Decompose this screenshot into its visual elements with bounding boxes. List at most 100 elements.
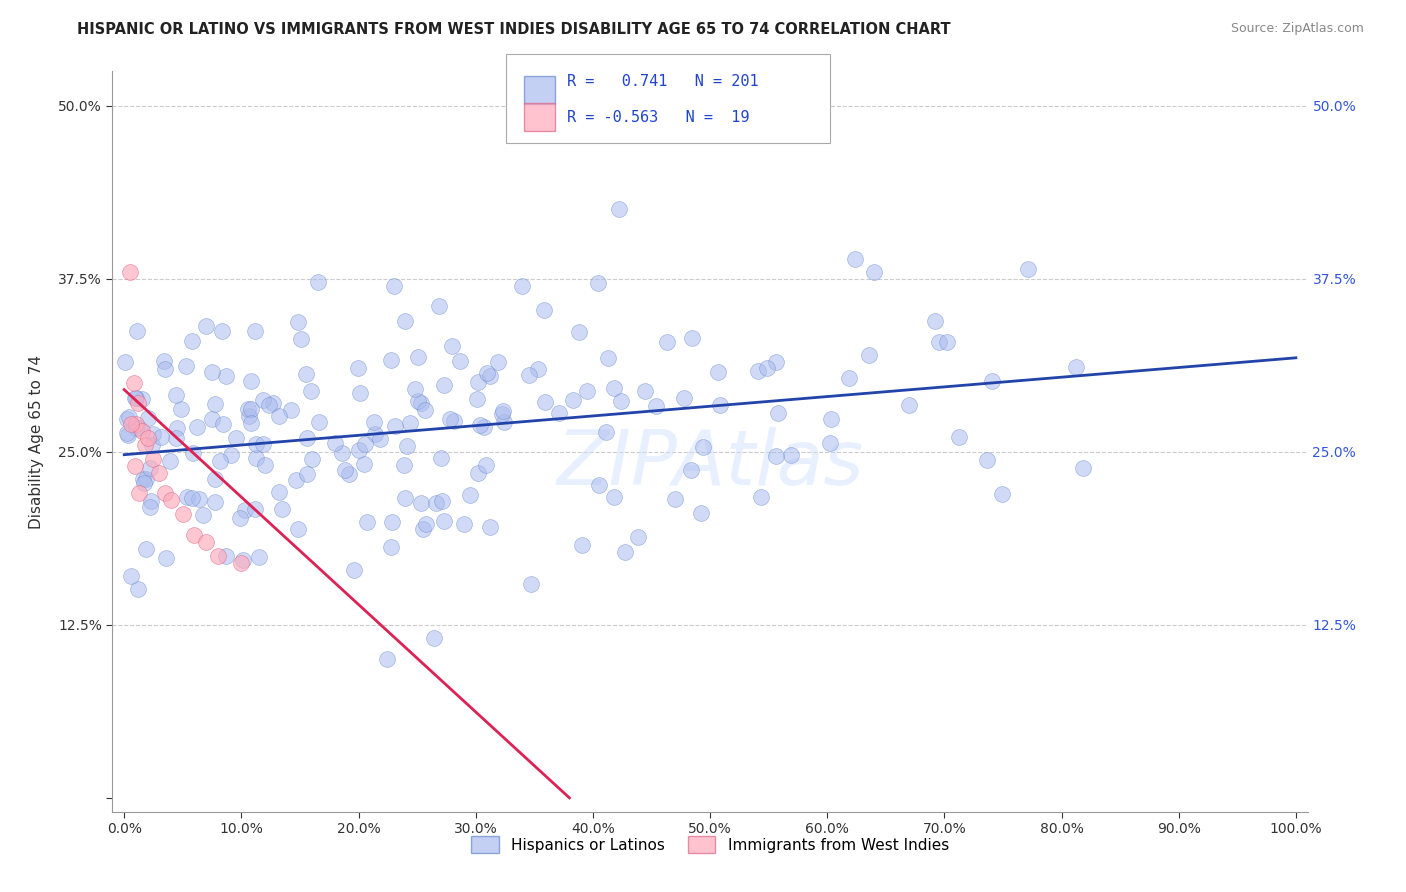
Point xyxy=(477,366,499,380)
Point xyxy=(124,458,146,473)
Point xyxy=(347,443,370,458)
Point xyxy=(433,514,456,528)
Point xyxy=(354,437,377,451)
Point xyxy=(115,412,138,426)
Point xyxy=(204,472,226,486)
Point xyxy=(114,355,136,369)
Point xyxy=(440,339,463,353)
Point xyxy=(862,265,884,279)
Point xyxy=(135,542,157,557)
Point xyxy=(948,430,970,444)
Point xyxy=(517,368,540,382)
Y-axis label: Disability Age 65 to 74: Disability Age 65 to 74 xyxy=(30,354,45,529)
Legend: Hispanics or Latinos, Immigrants from West Indies: Hispanics or Latinos, Immigrants from We… xyxy=(465,830,955,860)
Point xyxy=(219,448,242,462)
Point xyxy=(120,569,142,583)
Point xyxy=(166,420,188,434)
Point xyxy=(125,421,148,435)
Point xyxy=(603,490,626,504)
Point xyxy=(981,374,1004,388)
Point xyxy=(520,577,543,591)
Point xyxy=(380,541,402,555)
Text: ZIPAtlas: ZIPAtlas xyxy=(557,426,863,500)
Point xyxy=(406,350,429,364)
Point xyxy=(287,522,309,536)
Point xyxy=(208,454,231,468)
Point xyxy=(240,417,263,431)
Point xyxy=(450,354,472,368)
Point xyxy=(394,491,416,505)
Point xyxy=(323,435,346,450)
Point xyxy=(187,491,209,506)
Point xyxy=(936,335,959,350)
Point xyxy=(155,486,177,500)
Point xyxy=(215,369,238,384)
Point xyxy=(472,420,495,434)
Point xyxy=(120,417,142,432)
Point xyxy=(134,476,156,491)
Point xyxy=(191,508,214,522)
Point xyxy=(181,446,204,460)
Point xyxy=(136,431,159,445)
Point xyxy=(170,402,193,417)
Point xyxy=(135,472,157,486)
Point xyxy=(238,409,260,424)
Point xyxy=(664,491,686,506)
Point xyxy=(195,534,218,549)
Point xyxy=(364,426,387,441)
Point xyxy=(439,412,461,426)
Point xyxy=(236,401,259,416)
Point xyxy=(183,528,205,542)
Point xyxy=(120,265,141,279)
Point xyxy=(486,355,509,369)
Point xyxy=(370,432,392,446)
Point xyxy=(347,361,370,376)
Point xyxy=(269,409,291,424)
Point xyxy=(233,502,256,516)
Point xyxy=(131,392,153,406)
Point xyxy=(692,440,714,454)
Point xyxy=(492,415,515,429)
Point xyxy=(598,351,620,366)
Point xyxy=(308,415,330,429)
Point xyxy=(595,425,617,439)
Point xyxy=(127,582,149,596)
Point xyxy=(492,404,515,418)
Point xyxy=(204,397,226,411)
Point xyxy=(269,485,291,500)
Point xyxy=(423,631,446,645)
Point xyxy=(681,331,703,345)
Point xyxy=(1017,262,1039,277)
Point xyxy=(138,461,160,475)
Point xyxy=(626,530,648,544)
Point xyxy=(132,472,155,486)
Point xyxy=(343,563,366,577)
Point xyxy=(141,438,163,452)
Point xyxy=(172,507,194,521)
Point xyxy=(165,430,187,444)
Point xyxy=(779,448,801,462)
Point xyxy=(413,403,436,417)
Point xyxy=(467,466,489,480)
Point xyxy=(115,426,138,441)
Point xyxy=(756,360,779,375)
Text: R = -0.563   N =  19: R = -0.563 N = 19 xyxy=(567,110,749,125)
Point xyxy=(335,463,357,477)
Point xyxy=(131,424,153,438)
Point xyxy=(204,494,226,508)
Point xyxy=(155,551,177,566)
Point xyxy=(427,299,450,313)
Point xyxy=(533,303,555,318)
Point xyxy=(245,437,267,451)
Point xyxy=(225,431,247,445)
Point xyxy=(382,279,405,293)
Point xyxy=(201,365,224,379)
Point xyxy=(245,450,267,465)
Point xyxy=(747,364,769,378)
Point xyxy=(897,398,920,412)
Point xyxy=(149,430,172,444)
Point xyxy=(201,411,224,425)
Point xyxy=(707,365,730,379)
Point xyxy=(527,362,550,376)
Point xyxy=(134,438,156,452)
